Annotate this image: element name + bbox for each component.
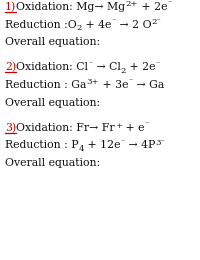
Text: → Ga: → Ga	[133, 80, 164, 90]
Text: +: +	[115, 121, 122, 129]
Text: + 4e: + 4e	[82, 20, 112, 29]
Text: ⁻: ⁻	[156, 61, 160, 69]
Text: Reduction : P: Reduction : P	[5, 140, 79, 151]
Text: 3): 3)	[5, 123, 16, 133]
Text: ⁻: ⁻	[121, 139, 125, 147]
Text: Overall equation:: Overall equation:	[5, 37, 100, 47]
Text: ⁻: ⁻	[144, 121, 149, 129]
Text: 4: 4	[79, 145, 84, 153]
Text: ⁻: ⁻	[88, 61, 93, 69]
Text: Reduction :O: Reduction :O	[5, 20, 77, 29]
Text: + 12e: + 12e	[84, 140, 121, 151]
Text: 2): 2)	[5, 62, 16, 73]
Text: 2+: 2+	[125, 1, 138, 9]
Text: ⁻: ⁻	[128, 79, 133, 87]
Text: 3+: 3+	[86, 79, 99, 87]
Text: Overall equation:: Overall equation:	[5, 158, 100, 168]
Text: Reduction : Ga: Reduction : Ga	[5, 80, 86, 90]
Text: Oxidation: Cl: Oxidation: Cl	[16, 62, 88, 73]
Text: → 4P: → 4P	[125, 140, 156, 151]
Text: + 2e: + 2e	[138, 2, 167, 12]
Text: 2: 2	[77, 24, 82, 32]
Text: 2⁻: 2⁻	[152, 18, 162, 26]
Text: + e: + e	[122, 123, 144, 133]
Text: 2: 2	[121, 67, 126, 75]
Text: ⁻: ⁻	[112, 18, 116, 26]
Text: Oxidation: Fr→ Fr: Oxidation: Fr→ Fr	[16, 123, 115, 133]
Text: ⁻: ⁻	[167, 1, 172, 9]
Text: Oxidation: Mg→ Mg: Oxidation: Mg→ Mg	[16, 2, 125, 12]
Text: Overall equation:: Overall equation:	[5, 98, 100, 107]
Text: + 3e: + 3e	[99, 80, 128, 90]
Text: → 2 O: → 2 O	[116, 20, 152, 29]
Text: → Cl: → Cl	[93, 62, 121, 73]
Text: + 2e: + 2e	[126, 62, 156, 73]
Text: 1): 1)	[5, 2, 16, 12]
Text: 3⁻: 3⁻	[156, 139, 166, 147]
